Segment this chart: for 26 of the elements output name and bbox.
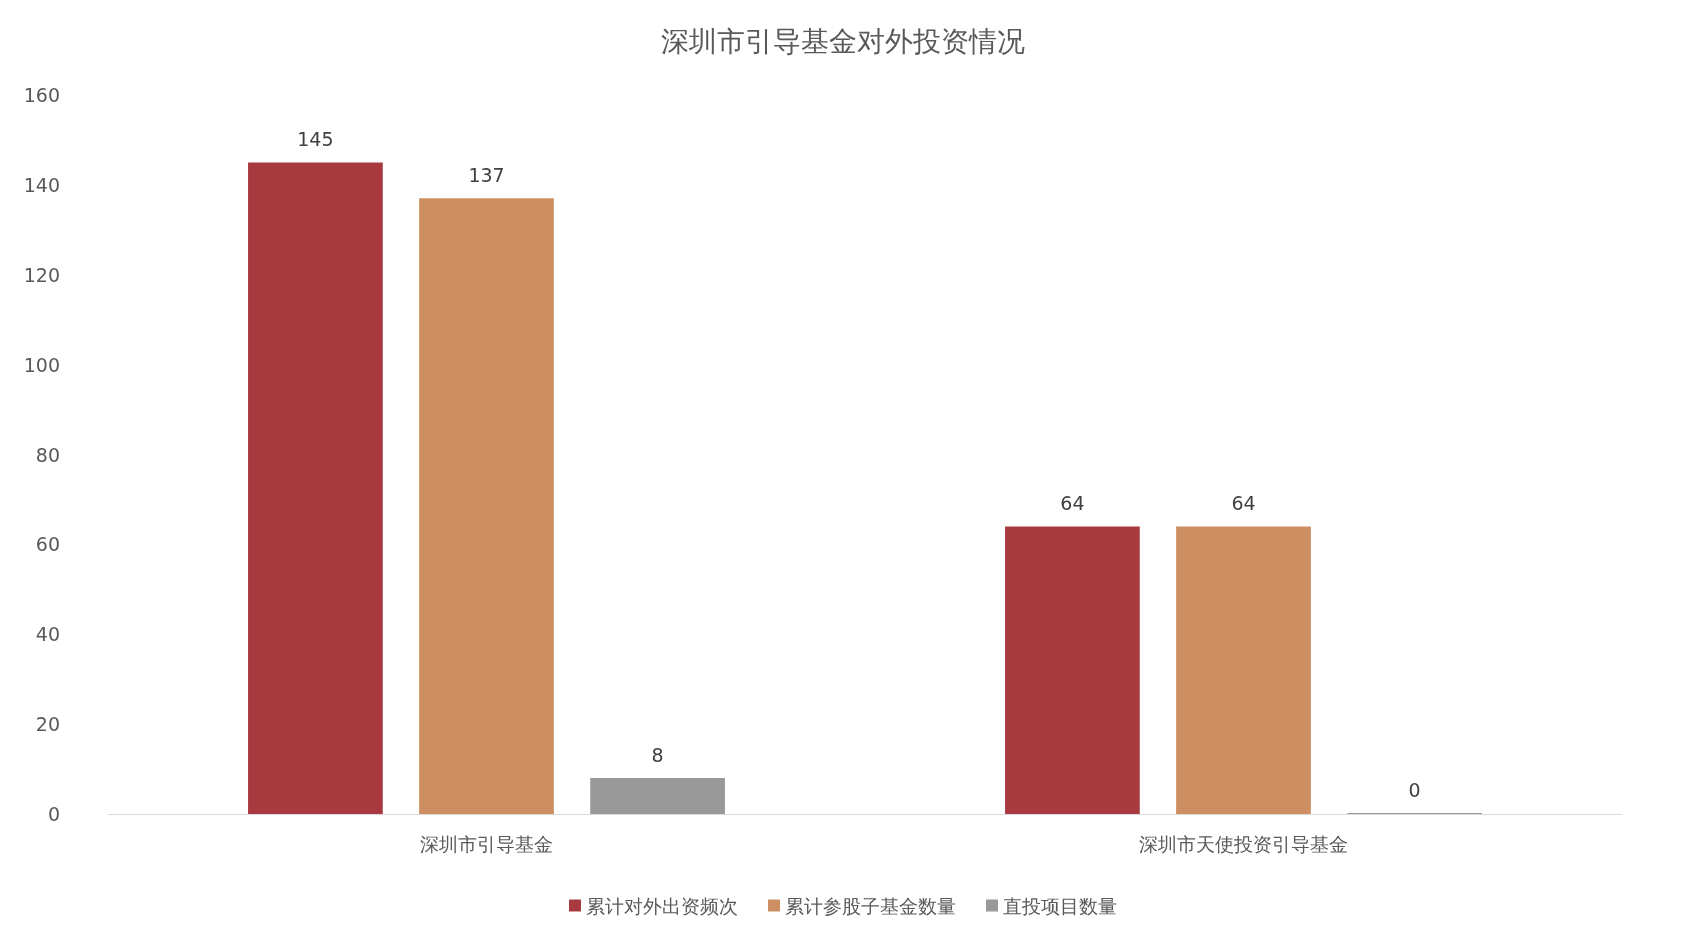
chart-title: 深圳市引导基金对外投资情况 [661, 24, 1025, 58]
y-tick-label: 0 [47, 803, 60, 825]
data-label: 137 [468, 163, 505, 186]
bar [248, 162, 383, 814]
bar [590, 778, 725, 814]
x-tick-label: 深圳市引导基金 [420, 832, 553, 855]
bar [1176, 526, 1311, 814]
y-tick-label: 160 [23, 84, 60, 106]
bar [1005, 526, 1140, 814]
data-label: 64 [1231, 491, 1256, 514]
legend-label: 直投项目数量 [1003, 894, 1117, 917]
y-tick-label: 60 [35, 533, 60, 556]
y-tick-label: 20 [35, 713, 60, 736]
y-tick-label: 100 [23, 353, 60, 376]
data-label: 145 [297, 127, 334, 150]
legend-label: 累计参股子基金数量 [785, 894, 956, 917]
y-tick-label: 80 [35, 443, 60, 466]
y-tick-label: 140 [23, 173, 60, 196]
bar [419, 198, 554, 814]
data-label: 64 [1060, 491, 1085, 514]
y-tick-label: 120 [23, 263, 60, 286]
x-tick-label: 深圳市天使投资引导基金 [1139, 832, 1348, 855]
legend-label: 累计对外出资频次 [586, 894, 738, 917]
y-tick-label: 40 [35, 623, 60, 646]
data-label: 0 [1408, 778, 1421, 801]
data-label: 8 [651, 743, 664, 766]
